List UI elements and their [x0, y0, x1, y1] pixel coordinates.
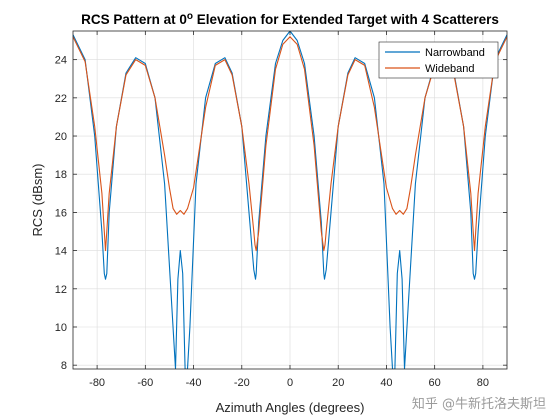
chart-title-rest: Elevation for Extended Target with 4 Sca… [193, 12, 499, 27]
x-tick-label: 60 [429, 377, 441, 389]
x-tick-label: -20 [234, 377, 250, 389]
chart-title: RCS Pattern at 0o Elevation for Extended… [81, 11, 499, 27]
y-tick-label: 10 [55, 322, 67, 334]
x-tick-label: -80 [89, 377, 105, 389]
y-tick-label: 8 [61, 360, 67, 372]
y-tick-label: 14 [55, 246, 67, 258]
watermark: 知乎 @牛新托洛夫斯坦 [411, 397, 546, 412]
y-tick-label: 18 [55, 169, 67, 181]
legend: Narrowband Wideband [378, 41, 499, 79]
tick-marks: -80 -60 -40 -20 0 20 40 60 80 8 10 12 14 16 18 20 22 24 [55, 31, 507, 389]
y-tick-label: 20 [55, 131, 67, 143]
y-axis-label: RCS (dBsm) [30, 164, 45, 237]
chart-title-superscript: o [187, 11, 193, 22]
x-axis-label: Azimuth Angles (degrees) [216, 400, 365, 415]
legend-label-wideband: Wideband [425, 63, 475, 75]
y-tick-label: 16 [55, 207, 67, 219]
chart-title-main: RCS Pattern at 0 [81, 12, 187, 27]
legend-box [378, 41, 499, 79]
x-tick-label: -60 [137, 377, 153, 389]
legend-label-narrowband: Narrowband [425, 47, 485, 59]
x-tick-label: 20 [332, 377, 344, 389]
x-tick-label: 40 [380, 377, 392, 389]
y-tick-label: 12 [55, 284, 67, 296]
x-tick-label: -40 [186, 377, 202, 389]
y-tick-label: 24 [55, 55, 67, 67]
x-tick-label: 0 [287, 377, 293, 389]
y-tick-label: 22 [55, 93, 67, 105]
x-tick-label: 80 [477, 377, 489, 389]
